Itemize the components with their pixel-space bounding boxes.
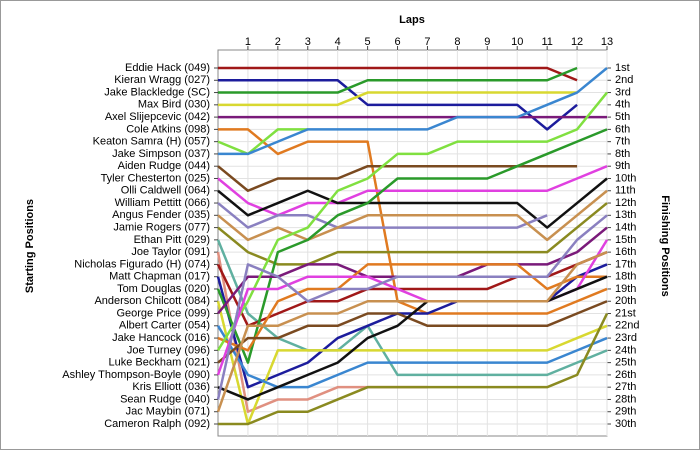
y-tick-label: Joe Turney (096) bbox=[127, 344, 210, 356]
y-tick-label: Ethan Pitt (029) bbox=[134, 234, 210, 246]
y-tick-label: Aiden Rudge (044) bbox=[118, 160, 210, 172]
y-tick-label: Joe Taylor (091) bbox=[131, 246, 210, 258]
series-line bbox=[218, 91, 578, 107]
y2-tick-label: 26th bbox=[615, 369, 636, 381]
x-tick-label: 5 bbox=[365, 36, 371, 48]
series-line bbox=[217, 263, 607, 352]
y2-tick-label: 23rd bbox=[615, 332, 637, 344]
series-line bbox=[217, 300, 608, 364]
x-tick-label: 7 bbox=[424, 36, 430, 48]
x-tick-label: 2 bbox=[275, 36, 281, 48]
series-line bbox=[216, 325, 608, 389]
y2-tick-label: 18th bbox=[615, 271, 636, 283]
y-tick-label: Jake Simpson (037) bbox=[112, 148, 210, 160]
y2-tick-label: 7th bbox=[615, 136, 630, 148]
series-line bbox=[217, 202, 608, 266]
series-line bbox=[217, 177, 608, 229]
y-tick-label: Sean Rudge (040) bbox=[120, 393, 210, 405]
x-tick-label: 3 bbox=[305, 36, 311, 48]
series-line bbox=[217, 189, 608, 242]
y2-tick-label: 3rd bbox=[615, 86, 631, 98]
y2-tick-label: 12th bbox=[615, 197, 636, 209]
series-line bbox=[216, 300, 608, 426]
y-tick-label: Keaton Samra (H) (057) bbox=[93, 136, 210, 148]
series-line bbox=[216, 250, 608, 413]
y2-axis-title: Finishing Positions bbox=[659, 195, 671, 296]
y2-tick-label: 29th bbox=[615, 406, 636, 418]
y2-tick-label: 11th bbox=[615, 185, 636, 197]
y2-tick-label: 30th bbox=[615, 418, 636, 430]
y2-tick-label: 21st bbox=[615, 307, 636, 319]
y-tick-label: Eddie Hack (049) bbox=[125, 62, 210, 74]
y-axis-title: Starting Positions bbox=[24, 199, 36, 293]
y2-tick-label: 13th bbox=[615, 209, 636, 221]
series-line bbox=[217, 202, 548, 229]
y-tick-label: Olli Caldwell (064) bbox=[121, 185, 210, 197]
y2-tick-label: 28th bbox=[615, 393, 636, 405]
y2-tick-label: 2nd bbox=[615, 74, 633, 86]
y-tick-label: Jamie Rogers (077) bbox=[113, 221, 210, 233]
y-tick-label: Kieran Wragg (027) bbox=[114, 74, 210, 86]
y2-tick-label: 8th bbox=[615, 148, 630, 160]
y-tick-label: Cole Atkins (098) bbox=[126, 123, 210, 135]
y2-tick-label: 16th bbox=[615, 246, 636, 258]
x-tick-label: 1 bbox=[245, 36, 251, 48]
y2-tick-label: 9th bbox=[615, 160, 630, 172]
y2-tick-label: 22nd bbox=[615, 320, 639, 332]
y2-tick-label: 1st bbox=[615, 62, 630, 74]
x-tick-label: 10 bbox=[511, 36, 523, 48]
y-tick-label: Ashley Thompson-Boyle (090) bbox=[62, 369, 210, 381]
series-line bbox=[218, 312, 609, 426]
y2-tick-label: 25th bbox=[615, 357, 636, 369]
y-tick-label: Tyler Chesterton (025) bbox=[101, 172, 210, 184]
series-line bbox=[216, 214, 608, 400]
x-tick-label: 13 bbox=[601, 36, 613, 48]
series-line bbox=[216, 239, 608, 377]
y-tick-label: Kris Elliott (036) bbox=[132, 381, 210, 393]
y2-tick-label: 19th bbox=[615, 283, 636, 295]
series-line bbox=[216, 91, 608, 351]
y-tick-label: Max Bird (030) bbox=[138, 99, 210, 111]
y-tick-label: Cameron Ralph (092) bbox=[104, 418, 210, 430]
y2-tick-label: 14th bbox=[615, 221, 636, 233]
series-line bbox=[218, 128, 608, 315]
x-tick-label: 6 bbox=[394, 36, 400, 48]
y-tick-label: Luke Beckham (021) bbox=[109, 357, 211, 369]
y2-tick-label: 4th bbox=[615, 99, 630, 111]
y2-tick-label: 5th bbox=[615, 111, 630, 123]
series-line bbox=[218, 79, 578, 131]
y-tick-label: Albert Carter (054) bbox=[119, 320, 210, 332]
y2-tick-label: 15th bbox=[615, 234, 636, 246]
series-line bbox=[217, 128, 308, 156]
y-tick-label: William Pettitt (066) bbox=[115, 197, 210, 209]
y-tick-label: Jake Hancock (016) bbox=[112, 332, 210, 344]
y-tick-label: Anderson Chilcott (084) bbox=[94, 295, 210, 307]
y-tick-label: Jake Blackledge (SC) bbox=[104, 86, 210, 98]
y2-tick-label: 20th bbox=[615, 295, 636, 307]
x-tick-label: 9 bbox=[484, 36, 490, 48]
y-tick-label: Nicholas Figurado (H) (074) bbox=[74, 258, 210, 270]
y2-tick-label: 24th bbox=[615, 344, 636, 356]
x-tick-label: 8 bbox=[454, 36, 460, 48]
x-tick-label: 4 bbox=[335, 36, 341, 48]
y2-tick-label: 10th bbox=[615, 172, 636, 184]
series-line bbox=[218, 67, 608, 156]
y2-tick-label: 6th bbox=[615, 123, 630, 135]
series-line bbox=[218, 66, 578, 94]
y-tick-label: Jac Maybin (071) bbox=[126, 406, 210, 418]
y2-tick-label: 17th bbox=[615, 258, 636, 270]
x-axis-title: Laps bbox=[399, 14, 425, 26]
series-line bbox=[216, 128, 608, 364]
series-line bbox=[217, 165, 608, 217]
y-tick-label: Matt Chapman (017) bbox=[109, 271, 210, 283]
y-tick-label: George Price (099) bbox=[116, 307, 210, 319]
series-line bbox=[218, 66, 578, 82]
y2-tick-label: 27th bbox=[615, 381, 636, 393]
x-tick-label: 12 bbox=[571, 36, 583, 48]
y-tick-label: Axel Slijepcevic (042) bbox=[105, 111, 210, 123]
x-tick-label: 11 bbox=[541, 36, 552, 48]
y-tick-label: Angus Fender (035) bbox=[112, 209, 210, 221]
y-tick-label: Tom Douglas (020) bbox=[117, 283, 210, 295]
